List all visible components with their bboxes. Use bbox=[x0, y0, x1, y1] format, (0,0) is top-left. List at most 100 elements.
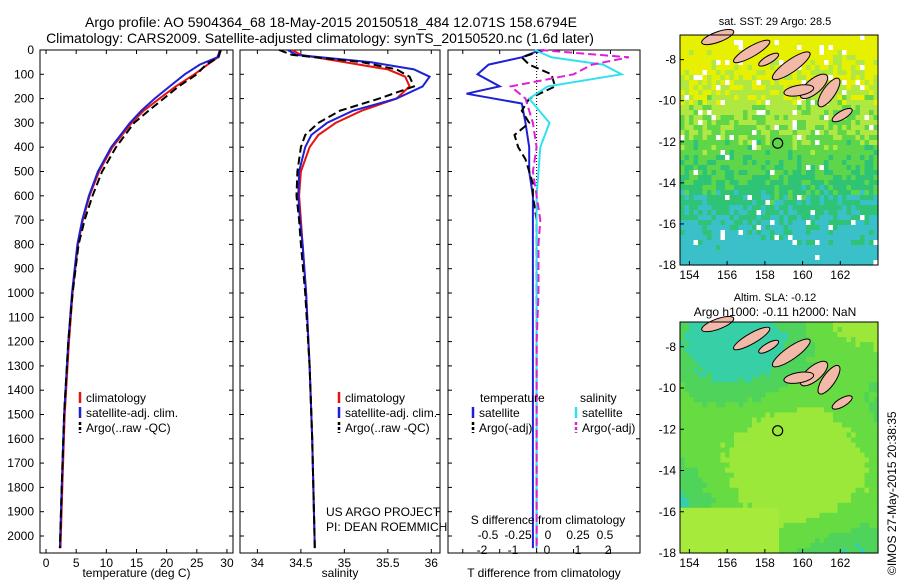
map-cell bbox=[828, 120, 834, 126]
map-cell bbox=[689, 90, 695, 96]
map-cell bbox=[819, 250, 825, 256]
map-cell bbox=[801, 452, 807, 459]
map-cell bbox=[801, 70, 807, 76]
map-cell bbox=[788, 230, 794, 236]
map-cell bbox=[864, 392, 870, 398]
map-cell bbox=[851, 250, 857, 256]
map-cell bbox=[851, 417, 857, 424]
map-cell bbox=[702, 422, 708, 429]
map-cell bbox=[797, 100, 803, 106]
map-cell bbox=[684, 90, 690, 96]
map-cell bbox=[788, 240, 794, 246]
map-cell bbox=[815, 40, 821, 46]
map-cell bbox=[819, 532, 825, 539]
map-cell bbox=[842, 427, 848, 434]
map-cell bbox=[716, 50, 722, 56]
map-cell bbox=[797, 190, 803, 196]
map-cell bbox=[824, 487, 830, 494]
map-cell bbox=[842, 392, 848, 398]
map-cell bbox=[761, 392, 767, 398]
map-cell bbox=[698, 422, 704, 429]
map-cell bbox=[797, 95, 803, 101]
map-cell bbox=[698, 347, 704, 353]
map-cell bbox=[783, 402, 789, 408]
map-cell bbox=[779, 205, 785, 211]
map-cell bbox=[873, 205, 879, 211]
map-cell bbox=[756, 477, 762, 484]
map-cell bbox=[698, 90, 704, 96]
map-cell bbox=[743, 75, 749, 81]
map-cell bbox=[869, 145, 875, 151]
map-cell bbox=[689, 457, 695, 464]
map-cell bbox=[792, 100, 798, 106]
map-cell bbox=[761, 215, 767, 221]
map-cell bbox=[864, 180, 870, 186]
t-diff-tick-label: -1 bbox=[508, 543, 519, 557]
map-cell bbox=[774, 165, 780, 171]
map-cell bbox=[734, 432, 740, 439]
map-cell bbox=[689, 75, 695, 81]
map-cell bbox=[833, 230, 839, 236]
map-cell bbox=[779, 80, 785, 86]
map-cell bbox=[729, 327, 735, 333]
map-cell bbox=[864, 75, 870, 81]
map-cell bbox=[770, 70, 776, 76]
map-cell bbox=[810, 125, 816, 131]
series-line-climatology bbox=[59, 49, 221, 549]
map-cell bbox=[734, 165, 740, 171]
map-cell bbox=[765, 100, 771, 106]
map-cell bbox=[873, 95, 879, 101]
map-cell bbox=[761, 527, 767, 534]
map-cell bbox=[693, 200, 699, 206]
map-cell bbox=[797, 235, 803, 241]
map-cell bbox=[842, 55, 848, 61]
map-cell bbox=[788, 205, 794, 211]
map-cell bbox=[698, 185, 704, 191]
map-cell bbox=[846, 327, 852, 333]
map-cell bbox=[720, 472, 726, 479]
map-cell bbox=[725, 432, 731, 439]
map-cell bbox=[702, 180, 708, 186]
map-cell bbox=[743, 367, 749, 373]
map-cell bbox=[810, 110, 816, 116]
map-cell bbox=[698, 517, 704, 524]
map-cell bbox=[783, 382, 789, 388]
map-cell bbox=[810, 195, 816, 201]
map-cell bbox=[842, 255, 848, 261]
map-cell bbox=[828, 492, 834, 499]
map-cell bbox=[716, 85, 722, 91]
map-cell bbox=[864, 542, 870, 549]
map-cell bbox=[837, 225, 843, 231]
map-cell bbox=[842, 497, 848, 504]
map-cell bbox=[801, 427, 807, 434]
map-cell bbox=[698, 65, 704, 71]
map-cell bbox=[855, 45, 861, 51]
map-cell bbox=[707, 467, 713, 474]
map-cell bbox=[707, 392, 713, 398]
map-cell bbox=[711, 170, 717, 176]
map-cell bbox=[707, 90, 713, 96]
map-cell bbox=[680, 432, 686, 439]
map-cell bbox=[729, 105, 735, 111]
map-cell bbox=[707, 507, 713, 514]
map-cell bbox=[680, 210, 686, 216]
map-cell bbox=[833, 332, 839, 338]
map-cell bbox=[792, 462, 798, 469]
map-cell bbox=[864, 210, 870, 216]
map-cell bbox=[689, 160, 695, 166]
map-cell bbox=[729, 175, 735, 181]
map-cell bbox=[725, 120, 731, 126]
map-cell bbox=[864, 407, 870, 413]
map-cell bbox=[873, 497, 879, 504]
map-cell bbox=[734, 175, 740, 181]
map-cell bbox=[828, 522, 834, 529]
map-cell bbox=[729, 427, 735, 434]
map-cell bbox=[869, 200, 875, 206]
map-cell bbox=[770, 512, 776, 519]
map-cell bbox=[734, 467, 740, 474]
map-cell bbox=[702, 100, 708, 106]
map-cell bbox=[824, 527, 830, 534]
map-cell bbox=[680, 327, 686, 333]
map-cell bbox=[702, 497, 708, 504]
map-cell bbox=[788, 472, 794, 479]
